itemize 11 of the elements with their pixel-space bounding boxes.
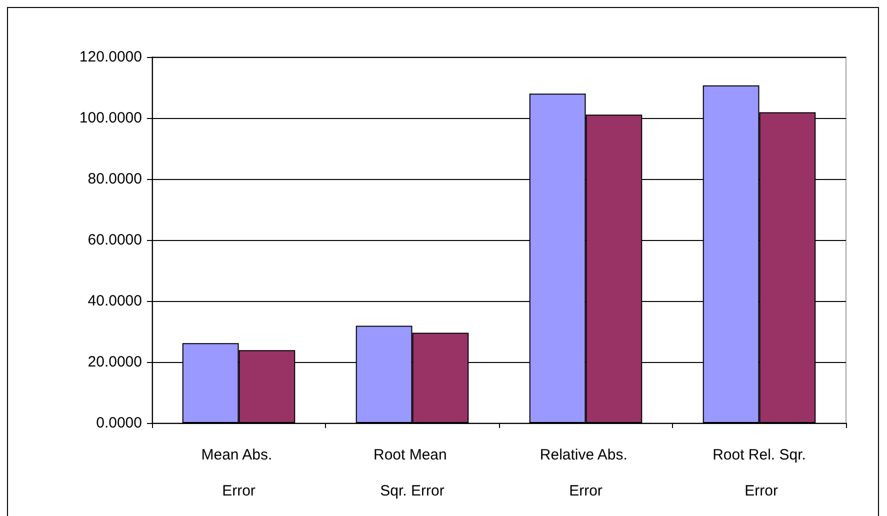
category-label: Root Rel. Sqr. Error [712, 446, 806, 500]
category-label: Root Mean Sqr. Error [373, 446, 447, 500]
category-label: Relative Abs. Error [540, 446, 628, 500]
category-label: Mean Abs. Error [201, 446, 272, 500]
y-tick-label: 120.0000 [79, 48, 142, 66]
y-tick-label: 80.0000 [88, 170, 142, 188]
y-tick-label: 100.0000 [79, 110, 142, 126]
y-tick-label: 40.0000 [88, 292, 142, 310]
y-tick-label: 60.0000 [88, 232, 142, 248]
y-tick-label: 0.0000 [96, 414, 142, 432]
y-tick-label: 20.0000 [88, 354, 142, 370]
